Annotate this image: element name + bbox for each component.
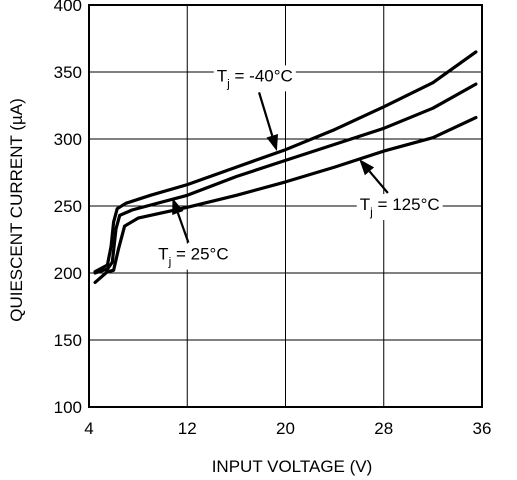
series-label-subscript: j bbox=[168, 255, 172, 269]
series-lines bbox=[93, 50, 478, 284]
x-tick-label-3: 28 bbox=[374, 419, 393, 438]
x-tick-label-4: 36 bbox=[473, 419, 492, 438]
y-tick-labels: 100 150 200 250 300 350 400 bbox=[54, 0, 82, 417]
series-line-2 bbox=[93, 116, 478, 284]
series-label-0: Tj = -40°C bbox=[217, 66, 293, 90]
arrow-shaft-1 bbox=[176, 212, 190, 243]
series-label-2: Tj = 125°C bbox=[360, 195, 440, 219]
x-axis-title: INPUT VOLTAGE (V) bbox=[212, 457, 373, 476]
y-tick-label-2: 200 bbox=[54, 264, 82, 283]
x-tick-label-0: 4 bbox=[84, 419, 93, 438]
plot-frame bbox=[88, 4, 483, 408]
arrow-shaft-2 bbox=[368, 170, 389, 194]
series-label-subscript: j bbox=[226, 76, 230, 90]
y-tick-label-5: 350 bbox=[54, 63, 82, 82]
y-axis-title: QUIESCENT CURRENT (µA) bbox=[7, 98, 26, 322]
series-label-bg-1 bbox=[155, 243, 232, 270]
arrow-shaft-0 bbox=[258, 92, 274, 137]
x-tick-label-1: 12 bbox=[178, 419, 197, 438]
y-tick-label-6: 400 bbox=[54, 0, 82, 15]
series-label-main: T bbox=[217, 66, 227, 85]
series-line-1 bbox=[93, 82, 478, 275]
series-label-bg-0 bbox=[213, 65, 296, 92]
x-tick-label-2: 20 bbox=[276, 419, 295, 438]
series-label-rest: = 25°C bbox=[171, 245, 228, 264]
arrow-head-2 bbox=[359, 159, 375, 176]
y-tick-label-0: 100 bbox=[54, 398, 82, 417]
series-label-rest: = 125°C bbox=[373, 195, 440, 214]
series-label-main: T bbox=[158, 245, 168, 264]
y-tick-label-1: 150 bbox=[54, 331, 82, 350]
series-label-1: Tj = 25°C bbox=[158, 245, 228, 269]
series-line-0 bbox=[93, 50, 478, 274]
arrow-head-0 bbox=[266, 134, 278, 152]
annotations: Tj = -40°CTj = 25°CTj = 125°C bbox=[155, 65, 443, 270]
x-tick-labels: 4 12 20 28 36 bbox=[84, 419, 491, 438]
arrow-head-1 bbox=[172, 198, 184, 215]
series-label-main: T bbox=[360, 195, 370, 214]
y-tick-label-3: 250 bbox=[54, 197, 82, 216]
series-label-rest: = -40°C bbox=[230, 66, 293, 85]
series-label-subscript: j bbox=[369, 205, 373, 219]
y-tick-label-4: 300 bbox=[54, 130, 82, 149]
series-label-bg-2 bbox=[356, 194, 443, 221]
